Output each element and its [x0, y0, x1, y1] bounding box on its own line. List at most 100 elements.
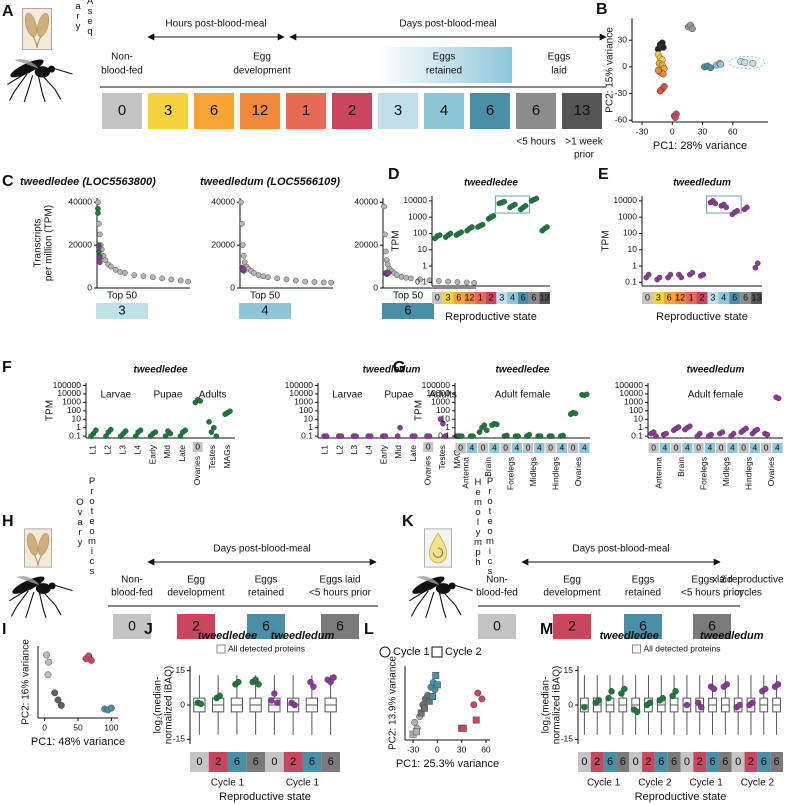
x-tick-label: 3: [656, 292, 661, 302]
x-tick-label: Brain: [483, 457, 493, 477]
cluster-outline: [728, 55, 766, 69]
point: [743, 425, 749, 432]
stage-label: laid: [551, 66, 567, 77]
stage-box: [624, 614, 662, 639]
x-tick-label: L3: [118, 445, 128, 455]
x-tick-label: Brain: [676, 457, 686, 477]
y-tick-label: 0: [230, 282, 235, 292]
point: [675, 424, 682, 430]
y-tick-label: 0: [180, 699, 185, 709]
stage-box: [442, 292, 454, 304]
stage-box-label: 6: [639, 618, 647, 634]
stage-box-label: 2: [348, 102, 356, 119]
stage-box: [496, 292, 508, 304]
stage-box: [718, 752, 732, 772]
point: [608, 688, 615, 695]
cycle-label: Cycle 1: [211, 778, 245, 789]
y-tick-label: 30: [618, 34, 628, 44]
point: [469, 224, 475, 230]
point: [197, 398, 203, 404]
y-axis-label: PC2: 15% variance: [605, 27, 616, 113]
side-label: Ovary: [72, 0, 83, 31]
x-tick-label: 6: [709, 756, 715, 768]
x-tick-label: MAGs: [222, 445, 232, 469]
x-tick-label: Late: [177, 445, 187, 462]
legend-label: Cycle 2: [445, 646, 482, 658]
x-tick-label: 2: [699, 292, 704, 302]
stage-label: retained: [625, 588, 661, 599]
top-label: Top 50: [107, 291, 137, 302]
stage-label: Egg: [563, 575, 581, 586]
point: [213, 433, 220, 439]
chart-title: tweedledum: [363, 365, 421, 376]
y-tick-label: 100000: [615, 380, 644, 390]
x-axis-label: PC1: 28% variance: [653, 140, 747, 152]
stage-box-label: 6: [486, 102, 494, 119]
point: [653, 433, 659, 439]
stage-box: [247, 614, 285, 639]
group-label: Adult female: [688, 390, 744, 401]
point: [57, 701, 65, 709]
x-tick-label: 4: [721, 292, 726, 302]
group-label: Adults: [429, 390, 457, 401]
point: [667, 271, 674, 278]
stage-box: [516, 93, 556, 129]
mosquito-icon: [6, 55, 74, 103]
x-tick-label: 4: [560, 442, 565, 452]
x-tick-label: Hindlegs: [551, 457, 561, 490]
point: [240, 253, 247, 259]
point: [754, 260, 761, 267]
y-tick-label: 15: [564, 665, 574, 675]
x-tick-label: Ovaries: [573, 457, 583, 486]
x-tick-label: 0: [741, 442, 746, 452]
y-tick-label: 10000: [613, 195, 637, 205]
stage-box: [286, 93, 326, 129]
x-tick-label: Forelegs: [699, 457, 709, 490]
point: [479, 221, 486, 228]
arrow-label: Days post-blood-meal: [213, 544, 310, 555]
stage-box: [545, 443, 556, 453]
y-tick-label: 10000: [426, 388, 450, 398]
point: [292, 277, 299, 284]
point: [255, 681, 262, 688]
cycle-label: Cycle 1: [286, 778, 320, 789]
x-tick-label: 0: [581, 756, 587, 768]
point: [435, 278, 442, 284]
point: [698, 704, 705, 711]
point: [754, 426, 761, 433]
stage-box: [192, 442, 203, 452]
legend-marker: [216, 644, 226, 654]
x-tick-label: 4: [753, 442, 758, 452]
stage-box: [685, 292, 697, 304]
y-tick-label: 1: [638, 422, 643, 432]
panel-letter: M: [540, 621, 553, 638]
point: [43, 651, 51, 659]
stage-box: [568, 443, 579, 453]
point: [268, 697, 275, 704]
panel-letter: H: [2, 513, 14, 530]
group-label: Adults: [199, 390, 227, 401]
y-axis-label: PC2: 13.9% variance: [388, 656, 399, 750]
x-tick-label: Ovaries: [766, 457, 776, 486]
y-tick-label: 100000: [422, 380, 451, 390]
y-tick-label: 0: [87, 282, 92, 292]
point: [686, 423, 693, 430]
point: [708, 431, 714, 438]
point: [671, 114, 679, 122]
point: [260, 273, 267, 280]
point: [683, 701, 691, 709]
highlight-box: [705, 195, 742, 214]
x-tick-label: 2: [748, 756, 754, 768]
stage-box: [629, 752, 643, 772]
x-tick-label: Mid: [393, 445, 403, 459]
stage-label: Egg: [253, 52, 271, 63]
cycle-label: Cycle 1: [587, 778, 621, 789]
panel-letter: B: [596, 1, 608, 18]
y-tick-label: 100: [623, 228, 637, 238]
y-tick-label: 1000: [624, 397, 643, 407]
point: [447, 230, 454, 237]
point: [717, 60, 725, 68]
stage-box: [511, 443, 522, 453]
stage-box-label: 6: [210, 102, 218, 119]
mosquito-icon: [8, 572, 74, 619]
